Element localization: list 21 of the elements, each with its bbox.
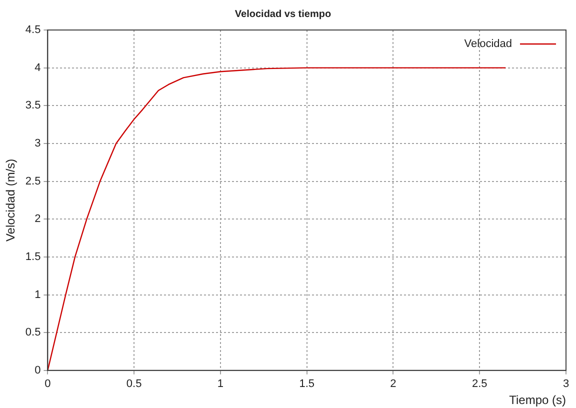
y-tick-label: 2 (34, 213, 41, 226)
x-tick-label: 1 (217, 378, 224, 390)
y-tick-label: 0.5 (25, 326, 41, 339)
chart-title: Velocidad vs tiempo (234, 8, 332, 20)
y-tick-label: 4 (34, 62, 41, 74)
x-tick-label: 3 (562, 378, 570, 390)
y-tick-label: 3 (34, 138, 41, 150)
x-tick-label: 0.5 (126, 378, 142, 390)
x-tick-label: 1.5 (299, 378, 314, 390)
y-tick-label: 1.5 (25, 250, 41, 263)
y-axis-title: Velocidad (m/s) (4, 158, 18, 242)
y-tick-label: 0 (34, 364, 41, 376)
x-tick-label: 2.5 (472, 378, 488, 390)
legend-label: Velocidad (464, 38, 512, 50)
x-tick-label: 2 (390, 378, 396, 390)
x-axis-title: Tiempo (s) (509, 393, 566, 408)
y-tick-label: 1 (34, 288, 41, 301)
x-tick-label: 0 (44, 378, 51, 390)
y-tick-label: 2.5 (25, 175, 41, 188)
y-tick-label: 3.5 (25, 100, 41, 112)
y-tick-label: 4.5 (25, 24, 41, 36)
